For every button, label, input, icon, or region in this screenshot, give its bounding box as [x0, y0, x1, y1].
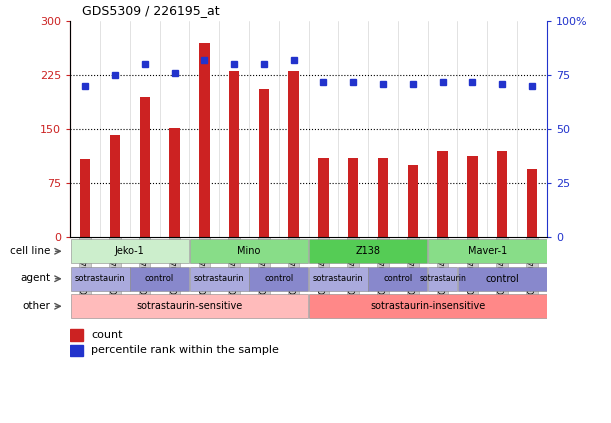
Text: sotrastaurin: sotrastaurin	[75, 274, 125, 283]
Bar	[249, 266, 309, 291]
Bar	[258, 90, 269, 237]
Text: sotrastaurin-insensitive: sotrastaurin-insensitive	[370, 301, 485, 311]
Bar	[309, 294, 547, 319]
Text: percentile rank within the sample: percentile rank within the sample	[91, 345, 279, 355]
Bar	[189, 266, 249, 291]
Bar	[309, 239, 428, 264]
Text: control: control	[485, 274, 519, 284]
Text: sotrastaurin: sotrastaurin	[313, 274, 364, 283]
Text: Z138: Z138	[356, 246, 381, 256]
Bar	[139, 97, 150, 237]
Text: sotrastaurin: sotrastaurin	[194, 274, 244, 283]
Text: GDS5309 / 226195_at: GDS5309 / 226195_at	[82, 4, 220, 17]
Bar	[229, 71, 240, 237]
Text: count: count	[91, 330, 123, 340]
Text: control: control	[383, 274, 412, 283]
Bar	[199, 43, 210, 237]
Bar	[130, 266, 189, 291]
Bar	[70, 294, 309, 319]
Text: Mino: Mino	[237, 246, 261, 256]
Text: Maver-1: Maver-1	[467, 246, 507, 256]
Bar	[70, 239, 189, 264]
Bar	[428, 266, 457, 291]
Bar	[378, 158, 388, 237]
Text: control: control	[145, 274, 174, 283]
Bar	[309, 266, 368, 291]
Bar	[408, 165, 418, 237]
Text: cell line: cell line	[10, 246, 51, 256]
Bar	[189, 239, 309, 264]
Bar	[467, 157, 478, 237]
Bar	[80, 159, 90, 237]
Text: other: other	[23, 301, 51, 311]
Bar	[368, 266, 428, 291]
Text: sotrastaurin-sensitive: sotrastaurin-sensitive	[136, 301, 243, 311]
Bar	[428, 239, 547, 264]
Bar	[70, 266, 130, 291]
Bar	[110, 135, 120, 237]
Bar	[348, 158, 359, 237]
Bar	[288, 71, 299, 237]
Text: sotrastaurin: sotrastaurin	[419, 274, 466, 283]
Bar	[318, 158, 329, 237]
Bar	[169, 128, 180, 237]
Bar	[527, 169, 537, 237]
Text: Jeko-1: Jeko-1	[115, 246, 145, 256]
Bar	[458, 266, 547, 291]
Text: agent: agent	[20, 273, 51, 283]
Bar	[70, 344, 83, 356]
Text: control: control	[264, 274, 293, 283]
Bar	[437, 151, 448, 237]
Bar	[497, 151, 507, 237]
Bar	[70, 329, 83, 341]
